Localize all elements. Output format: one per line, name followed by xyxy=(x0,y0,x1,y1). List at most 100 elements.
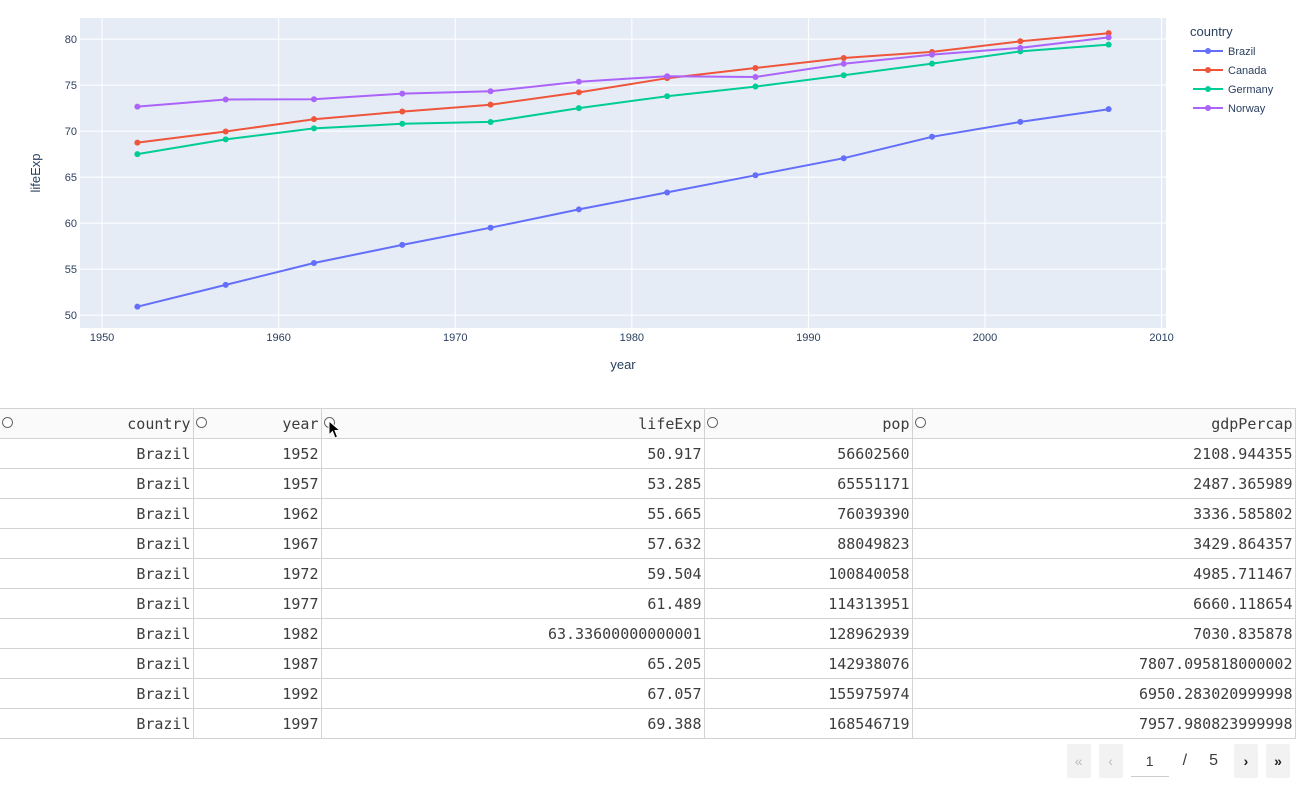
table-cell-gdppercap[interactable]: 2108.944355 xyxy=(911,438,1296,469)
column-header-lifeexp[interactable]: lifeExp xyxy=(320,408,705,439)
table-cell-country[interactable]: Brazil xyxy=(0,678,194,709)
column-header-label: lifeExp xyxy=(638,414,702,433)
column-header-year[interactable]: year xyxy=(192,408,322,439)
table-cell-pop[interactable]: 168546719 xyxy=(703,708,913,739)
table-cell-gdppercap[interactable]: 7957.980823999998 xyxy=(911,708,1296,739)
table-cell-pop[interactable]: 100840058 xyxy=(703,558,913,589)
column-header-label: pop xyxy=(882,414,910,433)
column-select-radio[interactable] xyxy=(195,417,207,428)
table-cell-lifeexp[interactable]: 69.388 xyxy=(320,708,705,739)
table-cell-year[interactable]: 1972 xyxy=(192,558,322,589)
previous-page-button[interactable]: ‹ xyxy=(1098,744,1123,778)
data-point xyxy=(222,136,229,143)
table-cell-pop[interactable]: 155975974 xyxy=(703,678,913,709)
double-chevron-right-icon: » xyxy=(1274,753,1282,769)
legend-item-norway[interactable]: Norway xyxy=(1193,103,1266,115)
legend-item-canada[interactable]: Canada xyxy=(1193,65,1267,77)
data-point xyxy=(222,128,229,135)
table-cell-country[interactable]: Brazil xyxy=(0,498,194,529)
column-select-radio[interactable] xyxy=(914,417,926,428)
table-cell-country[interactable]: Brazil xyxy=(0,618,194,649)
table-cell-lifeexp[interactable]: 67.057 xyxy=(320,678,705,709)
data-point xyxy=(399,241,406,248)
legend-label: Canada xyxy=(1228,65,1267,77)
data-point xyxy=(134,103,141,110)
table-cell-lifeexp[interactable]: 50.917 xyxy=(320,438,705,469)
legend[interactable]: country Brazil Canada Germany Norway xyxy=(1190,24,1274,115)
table-cell-year[interactable]: 1987 xyxy=(192,648,322,679)
table-cell-country[interactable]: Brazil xyxy=(0,648,194,679)
table-body: Brazil 1952 50.917 56602560 2108.944355 Brazi… xyxy=(0,438,1296,739)
column-header-gdppercap[interactable]: gdpPercap xyxy=(911,408,1296,439)
data-point xyxy=(399,108,406,115)
data-point xyxy=(840,55,847,62)
data-point xyxy=(399,90,406,97)
series-lines xyxy=(134,30,1112,310)
table-cell-pop[interactable]: 142938076 xyxy=(703,648,913,679)
table-cell-gdppercap[interactable]: 3336.585802 xyxy=(911,498,1296,529)
column-header-label: year xyxy=(282,414,319,433)
table-cell-year[interactable]: 1952 xyxy=(192,438,322,469)
data-point xyxy=(134,139,141,146)
table-cell-lifeexp[interactable]: 61.489 xyxy=(320,588,705,619)
next-page-button[interactable]: › xyxy=(1234,744,1258,778)
page-number-input[interactable] xyxy=(1130,745,1169,777)
double-chevron-left-icon: « xyxy=(1074,753,1083,769)
data-point xyxy=(929,51,936,58)
data-point xyxy=(222,96,229,103)
table-cell-year[interactable]: 1957 xyxy=(192,468,322,499)
table-cell-year[interactable]: 1982 xyxy=(192,618,322,649)
table-cell-country[interactable]: Brazil xyxy=(0,468,194,499)
data-point xyxy=(752,73,759,80)
data-point xyxy=(134,303,141,310)
table-cell-pop[interactable]: 76039390 xyxy=(703,498,913,529)
table-cell-year[interactable]: 1992 xyxy=(192,678,322,709)
table-cell-lifeexp[interactable]: 59.504 xyxy=(320,558,705,589)
table-cell-year[interactable]: 1997 xyxy=(192,708,322,739)
data-point xyxy=(840,72,847,79)
table-cell-lifeexp[interactable]: 57.632 xyxy=(320,528,705,559)
table-cell-year[interactable]: 1967 xyxy=(192,528,322,559)
table-cell-lifeexp[interactable]: 55.665 xyxy=(320,498,705,529)
legend-item-germany[interactable]: Germany xyxy=(1193,84,1274,96)
page-separator: / xyxy=(1182,752,1188,769)
table-cell-gdppercap[interactable]: 7030.835878 xyxy=(911,618,1296,649)
column-select-radio[interactable] xyxy=(2,417,13,428)
y-tick-label: 75 xyxy=(65,80,77,92)
table-cell-lifeexp[interactable]: 63.33600000000001 xyxy=(320,618,705,649)
table-cell-country[interactable]: Brazil xyxy=(0,558,194,589)
table-cell-pop[interactable]: 65551171 xyxy=(703,468,913,499)
data-point xyxy=(1105,30,1112,37)
table-cell-gdppercap[interactable]: 6950.283020999998 xyxy=(911,678,1296,709)
series-germany xyxy=(134,41,1112,158)
table-cell-gdppercap[interactable]: 3429.864357 xyxy=(911,528,1296,559)
column-select-radio[interactable] xyxy=(706,417,718,428)
table-cell-year[interactable]: 1977 xyxy=(192,588,322,619)
table-cell-gdppercap[interactable]: 2487.365989 xyxy=(911,468,1296,499)
table-cell-pop[interactable]: 114313951 xyxy=(703,588,913,619)
table-cell-gdppercap[interactable]: 6660.118654 xyxy=(911,588,1296,619)
x-tick-label: 1990 xyxy=(796,332,820,344)
series-line xyxy=(137,108,1109,308)
table-cell-country[interactable]: Brazil xyxy=(0,438,194,469)
data-point xyxy=(752,172,759,179)
table-cell-country[interactable]: Brazil xyxy=(0,528,194,559)
table-cell-gdppercap[interactable]: 4985.711467 xyxy=(911,558,1296,589)
column-header-country[interactable]: country xyxy=(0,408,194,439)
table-cell-pop[interactable]: 88049823 xyxy=(703,528,913,559)
data-point xyxy=(1017,118,1024,125)
first-page-button[interactable]: « xyxy=(1066,744,1091,778)
table-cell-country[interactable]: Brazil xyxy=(0,588,194,619)
table-cell-pop[interactable]: 56602560 xyxy=(703,438,913,469)
table-cell-country[interactable]: Brazil xyxy=(0,708,194,739)
table-cell-lifeexp[interactable]: 53.285 xyxy=(320,468,705,499)
last-page-button[interactable]: » xyxy=(1266,744,1290,778)
table-cell-lifeexp[interactable]: 65.205 xyxy=(320,648,705,679)
table-cell-year[interactable]: 1962 xyxy=(192,498,322,529)
table-cell-gdppercap[interactable]: 7807.095818000002 xyxy=(911,648,1296,679)
table-row: Brazil 1987 65.205 142938076 7807.0958180000… xyxy=(0,648,1296,679)
column-header-pop[interactable]: pop xyxy=(703,408,913,439)
column-header-label: country xyxy=(127,414,191,433)
legend-item-brazil[interactable]: Brazil xyxy=(1193,46,1256,58)
table-cell-pop[interactable]: 128962939 xyxy=(703,618,913,649)
